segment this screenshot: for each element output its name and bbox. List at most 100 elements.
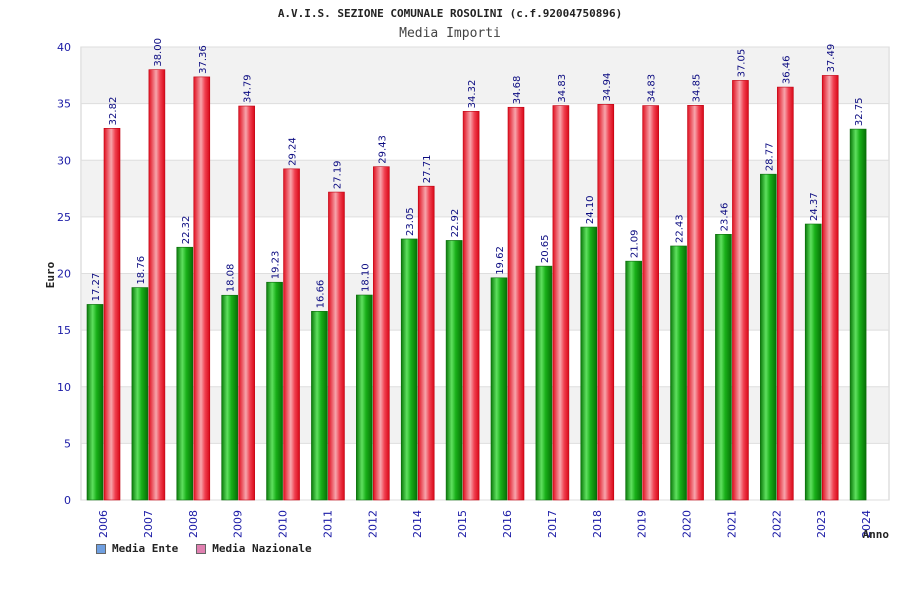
bar-nazionale bbox=[328, 191, 345, 501]
y-tick-label: 30 bbox=[57, 154, 71, 167]
bar-ente bbox=[580, 226, 598, 501]
legend-item-ente: Media Ente bbox=[96, 542, 178, 555]
bar-nazionale bbox=[642, 105, 659, 501]
y-tick-label: 20 bbox=[57, 268, 71, 281]
bar-ente bbox=[490, 277, 508, 501]
x-tick-label: 2023 bbox=[815, 510, 828, 538]
data-label: 24.10 bbox=[585, 195, 596, 224]
x-tick-label: 2016 bbox=[501, 510, 514, 538]
data-label: 18.76 bbox=[136, 256, 147, 285]
y-tick-label: 25 bbox=[57, 211, 71, 224]
data-label: 34.94 bbox=[602, 73, 613, 102]
y-tick-label: 35 bbox=[57, 98, 71, 111]
x-tick-label: 2011 bbox=[321, 510, 334, 538]
bar-nazionale bbox=[193, 76, 211, 501]
data-label: 22.43 bbox=[675, 214, 686, 243]
bar-ente bbox=[535, 265, 553, 501]
bar-ente bbox=[760, 173, 777, 501]
bar-ente bbox=[804, 223, 822, 501]
y-axis-ticks: 0 5 10 15 20 25 30 35 40 bbox=[57, 41, 71, 507]
x-tick-label: 2024 bbox=[860, 510, 873, 538]
bars bbox=[86, 69, 867, 501]
y-axis-title: Euro bbox=[44, 261, 57, 288]
bar-nazionale bbox=[552, 105, 570, 501]
data-label: 37.49 bbox=[826, 44, 837, 73]
y-tick-label: 15 bbox=[57, 324, 71, 337]
data-label: 18.10 bbox=[360, 263, 371, 292]
data-label: 19.62 bbox=[495, 246, 506, 275]
data-label: 29.43 bbox=[377, 135, 388, 164]
x-tick-label: 2019 bbox=[636, 510, 649, 538]
bar-ente bbox=[176, 246, 194, 501]
bar-ente bbox=[715, 234, 732, 501]
grid-band bbox=[82, 47, 888, 104]
legend-label-ente: Media Ente bbox=[112, 542, 179, 555]
y-tick-label: 40 bbox=[57, 41, 71, 54]
chart-title: A.V.I.S. SEZIONE COMUNALE ROSOLINI (c.f.… bbox=[278, 7, 622, 20]
data-labels: 17.27 32.82 18.76 38.00 22.32 37.36 18.08 34.79… bbox=[91, 38, 865, 308]
bar-nazionale bbox=[373, 166, 390, 501]
data-label: 32.82 bbox=[108, 97, 119, 126]
data-label: 17.27 bbox=[91, 273, 102, 302]
gridlines bbox=[81, 46, 889, 501]
x-tick-label: 2015 bbox=[456, 510, 469, 538]
x-tick-label: 2022 bbox=[770, 510, 783, 538]
legend-label-nazionale: Media Nazionale bbox=[212, 542, 312, 555]
bar-ente bbox=[445, 240, 463, 501]
bar-ente bbox=[311, 311, 328, 501]
legend-swatch-ente bbox=[96, 543, 106, 554]
data-label: 27.19 bbox=[332, 160, 343, 189]
bar-ente bbox=[356, 294, 373, 501]
bar-nazionale bbox=[103, 128, 121, 501]
bar-ente bbox=[849, 128, 867, 501]
data-label: 34.85 bbox=[692, 74, 703, 103]
bar-nazionale bbox=[238, 105, 255, 501]
legend-item-nazionale: Media Nazionale bbox=[196, 542, 312, 555]
bar-ente bbox=[670, 245, 687, 501]
bar-nazionale bbox=[777, 86, 794, 501]
y-tick-label: 0 bbox=[64, 494, 71, 507]
grid-band bbox=[82, 386, 888, 444]
data-label: 34.79 bbox=[243, 74, 254, 103]
data-label: 22.32 bbox=[181, 216, 192, 245]
data-label: 24.37 bbox=[809, 192, 820, 221]
bar-nazionale bbox=[507, 106, 525, 501]
data-label: 18.08 bbox=[226, 264, 237, 293]
data-label: 37.36 bbox=[198, 45, 209, 74]
x-tick-label: 2006 bbox=[97, 510, 110, 538]
x-tick-label: 2007 bbox=[142, 510, 155, 538]
chart-legend: Media Ente Media Nazionale bbox=[96, 542, 312, 555]
data-label: 28.77 bbox=[764, 143, 775, 172]
data-label: 21.09 bbox=[630, 230, 641, 259]
data-label: 34.32 bbox=[467, 80, 478, 109]
bar-ente bbox=[266, 281, 283, 501]
data-label: 34.83 bbox=[647, 74, 658, 103]
y-tick-label: 10 bbox=[57, 381, 71, 394]
y-tick-label: 5 bbox=[64, 437, 71, 450]
bar-nazionale bbox=[417, 185, 435, 501]
chart-subtitle: Media Importi bbox=[399, 26, 501, 41]
grid-band bbox=[82, 273, 888, 331]
bar-ente bbox=[625, 260, 642, 501]
x-tick-label: 2020 bbox=[681, 510, 694, 538]
x-tick-label: 2021 bbox=[725, 510, 738, 538]
legend-swatch-nazionale bbox=[196, 543, 207, 554]
x-axis-title: Anno bbox=[863, 528, 890, 541]
data-label: 27.71 bbox=[422, 155, 433, 184]
x-tick-label: 2018 bbox=[591, 510, 604, 538]
data-label: 19.23 bbox=[271, 251, 282, 280]
x-tick-label: 2009 bbox=[232, 510, 245, 538]
data-label: 32.75 bbox=[854, 97, 865, 126]
bar-ente bbox=[221, 294, 238, 501]
data-label: 29.24 bbox=[288, 137, 299, 166]
bar-nazionale bbox=[148, 69, 166, 501]
x-tick-label: 2014 bbox=[411, 510, 424, 538]
x-tick-label: 2010 bbox=[277, 510, 290, 538]
data-label: 23.46 bbox=[719, 203, 730, 232]
bar-nazionale bbox=[687, 105, 704, 501]
x-axis-ticks: 2006 2007 2008 2009 2010 2011 2012 2014 2015 2016… bbox=[97, 510, 873, 538]
bar-nazionale bbox=[283, 168, 300, 501]
data-label: 20.65 bbox=[540, 234, 551, 263]
data-label: 38.00 bbox=[153, 38, 164, 67]
